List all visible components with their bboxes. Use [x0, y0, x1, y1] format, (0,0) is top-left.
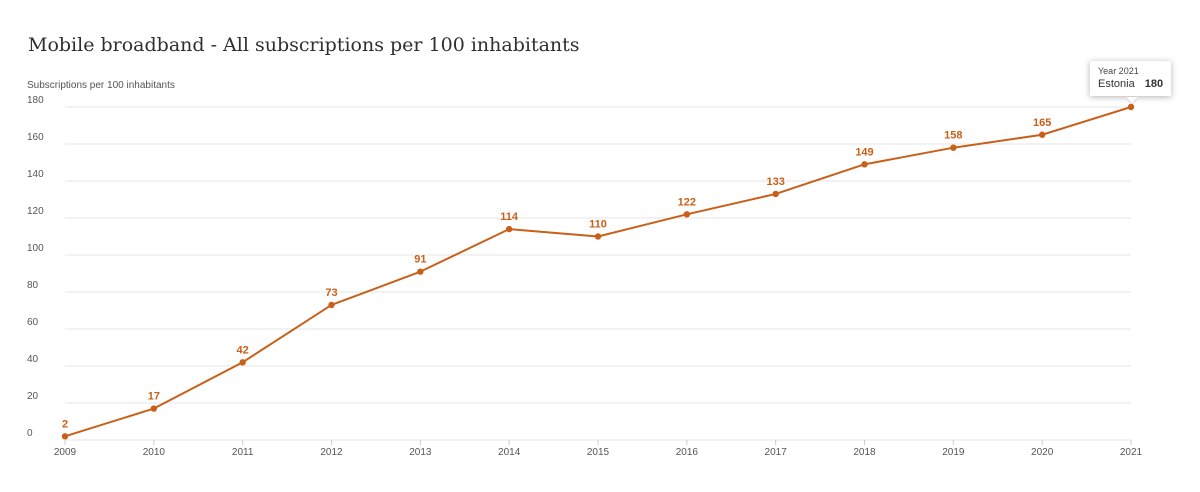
y-tick-label-20: 20 [27, 391, 39, 402]
y-axis-title: Subscriptions per 100 inhabitants [27, 80, 175, 91]
tooltip-row: Estonia 180 [1098, 78, 1163, 90]
data-label-2009: 2 [62, 418, 68, 430]
x-tick-label-2018: 2018 [853, 447, 876, 458]
data-point-2019[interactable] [950, 144, 957, 151]
y-tick-label-180: 180 [27, 95, 44, 106]
y-tick-label-120: 120 [27, 206, 44, 217]
x-tick-label-2009: 2009 [54, 447, 77, 458]
y-tick-label-0: 0 [27, 428, 33, 439]
x-tick-label-2015: 2015 [587, 447, 610, 458]
y-tick-label-140: 140 [27, 169, 44, 180]
data-point-2013[interactable] [417, 268, 424, 275]
data-labels: 2 17 42 73 91 114 110 122 133 149 158 165 [62, 117, 1051, 431]
y-tick-label-100: 100 [27, 243, 44, 254]
y-axis-ticks: 0 20 40 60 80 100 120 140 160 180 [27, 95, 44, 439]
data-label-2018: 149 [855, 146, 873, 158]
x-tick-label-2011: 2011 [232, 447, 254, 458]
data-point-2012[interactable] [328, 301, 335, 309]
x-tick-label-2012: 2012 [320, 447, 343, 458]
data-point-2010[interactable] [150, 405, 158, 412]
tooltip-series-name: Estonia [1098, 78, 1135, 90]
data-label-2017: 133 [766, 176, 784, 188]
x-tick-label-2013: 2013 [409, 447, 432, 458]
data-label-2016: 122 [678, 196, 696, 208]
data-point-2018[interactable] [861, 161, 868, 168]
data-point-2015[interactable] [594, 233, 602, 240]
series-estonia [61, 103, 1135, 440]
data-label-2015: 110 [589, 219, 607, 231]
y-tick-label-40: 40 [27, 354, 39, 365]
x-tick-label-2019: 2019 [942, 447, 965, 458]
data-label-2019: 158 [944, 130, 962, 142]
tooltip-value: 180 [1144, 78, 1164, 90]
data-point-2020[interactable] [1038, 131, 1046, 138]
data-label-2020: 165 [1033, 117, 1051, 129]
data-label-2011: 42 [237, 344, 249, 356]
x-tick-label-2016: 2016 [676, 447, 699, 458]
tooltip-year: Year 2021 [1098, 66, 1139, 76]
x-axis-ticks: 2009 2010 2011 2012 2013 2014 2015 2016 2017 2018… [54, 440, 1143, 458]
data-label-2014: 114 [500, 211, 519, 223]
data-point-2021[interactable] [1127, 103, 1135, 111]
data-label-2010: 17 [148, 391, 160, 403]
x-tick-label-2020: 2020 [1031, 447, 1054, 458]
data-point-2016[interactable] [683, 211, 691, 218]
tooltip-pointer [1126, 97, 1138, 103]
x-tick-label-2014: 2014 [498, 447, 521, 458]
data-point-2011[interactable] [239, 359, 246, 366]
data-label-2013: 91 [414, 254, 426, 266]
series-line [64, 106, 1132, 438]
tooltip: Year 2021 Estonia 180 [1090, 61, 1172, 96]
data-point-2009[interactable] [61, 433, 69, 440]
x-tick-label-2021: 2021 [1120, 447, 1143, 458]
x-tick-label-2017: 2017 [765, 447, 788, 458]
data-label-2012: 73 [325, 287, 337, 299]
y-tick-label-160: 160 [27, 132, 44, 143]
chart-title: Mobile broadband - All subscriptions per… [28, 34, 580, 56]
data-point-2014[interactable] [505, 225, 513, 233]
data-point-2017[interactable] [772, 190, 779, 198]
y-tick-label-80: 80 [27, 280, 39, 291]
x-tick-label-2010: 2010 [143, 447, 166, 458]
gridlines [65, 106, 1131, 441]
y-tick-label-60: 60 [27, 317, 39, 328]
